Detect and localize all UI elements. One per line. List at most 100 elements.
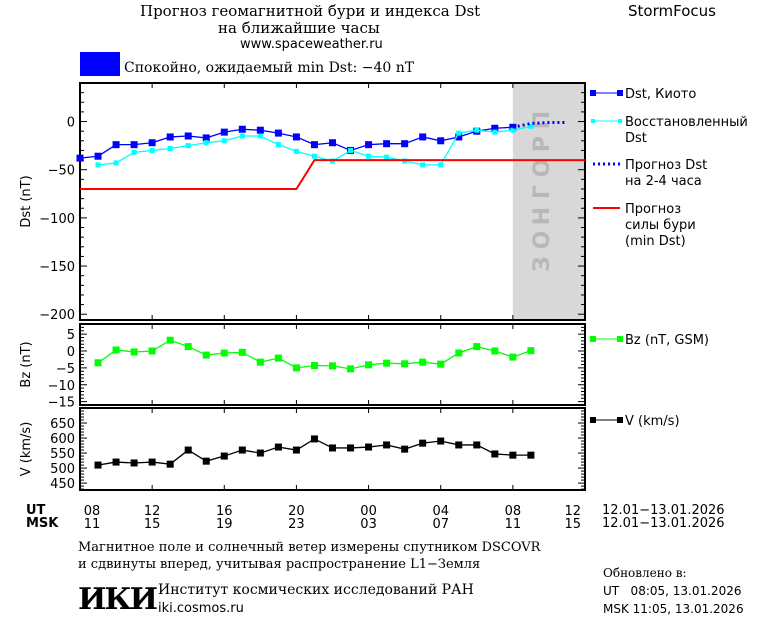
- msk-label: MSK: [26, 516, 59, 531]
- brand: StormFocus: [628, 2, 716, 20]
- legend-label: Прогноз: [625, 202, 681, 217]
- title-line1: Прогноз геомагнитной бури и индекса Dst: [140, 2, 481, 20]
- data-point: [329, 362, 336, 370]
- data-point: [149, 147, 155, 153]
- legend-item: Bz (nT, GSM): [590, 333, 709, 348]
- data-point: [510, 127, 516, 133]
- y-tick-label: 450: [50, 477, 75, 492]
- data-point: [203, 140, 209, 146]
- data-point: [438, 162, 444, 168]
- data-point: [348, 147, 354, 153]
- legend-marker: [617, 336, 623, 342]
- status-color-box: [80, 52, 120, 76]
- data-point: [383, 140, 391, 148]
- msk-tick-label: 03: [360, 517, 377, 532]
- title-line2: на ближайшие часы: [218, 19, 380, 37]
- y-tick-label: 0: [67, 345, 75, 360]
- data-point: [292, 446, 300, 454]
- institute-name: Институт космических исследований РАН: [158, 582, 474, 598]
- msk-tick-label: 07: [432, 517, 449, 532]
- forecast-zone-letter: Н: [530, 207, 555, 225]
- legend-marker: [618, 119, 622, 123]
- ut-tick-label: 04: [432, 504, 449, 519]
- data-point: [221, 138, 227, 144]
- panel-frame: [79, 82, 586, 321]
- y-axis-label: Dst (nT): [19, 175, 34, 227]
- msk-tick-label: 15: [564, 517, 581, 532]
- data-point: [202, 457, 210, 465]
- data-point: [365, 443, 373, 451]
- series-line: [80, 159, 585, 190]
- institute-site[interactable]: iki.cosmos.ru: [158, 601, 244, 616]
- forecast-zone-letter: Р: [530, 136, 555, 152]
- data-point: [202, 351, 210, 359]
- y-tick-label: −50: [48, 164, 75, 179]
- data-point: [220, 128, 228, 136]
- y-axis-label: Bz (nT): [19, 341, 34, 387]
- data-point: [310, 435, 318, 443]
- data-point: [256, 126, 264, 134]
- data-point: [112, 141, 120, 149]
- data-point: [437, 360, 445, 368]
- data-point: [274, 354, 282, 362]
- legend-label: Восстановленный: [625, 115, 748, 130]
- data-point: [419, 133, 427, 141]
- data-point: [167, 146, 173, 152]
- data-point: [310, 141, 318, 149]
- data-point: [437, 137, 445, 145]
- forecast-zone-letter: П: [530, 111, 555, 129]
- data-point: [401, 445, 409, 453]
- data-point: [166, 460, 174, 468]
- y-tick-label: −5: [56, 362, 75, 377]
- legend-item: Dst, Киото: [590, 87, 696, 102]
- legend-label: силы бури: [625, 218, 696, 233]
- data-point: [94, 461, 102, 469]
- data-point: [420, 162, 426, 168]
- data-point: [130, 459, 138, 467]
- data-point: [527, 451, 535, 459]
- legend-label: Dst, Киото: [625, 87, 696, 102]
- data-point: [509, 451, 517, 459]
- msk-tick-label: 15: [144, 517, 161, 532]
- data-point: [347, 444, 355, 452]
- data-point: [419, 358, 427, 366]
- forecast-zone-letter: О: [530, 231, 555, 250]
- forecast-zone-letter: З: [530, 256, 555, 272]
- data-point: [238, 125, 246, 133]
- msk-tick-label: 11: [84, 517, 101, 532]
- data-point: [401, 140, 409, 148]
- data-point: [220, 349, 228, 357]
- forecast-zone-letter: О: [530, 159, 555, 178]
- data-point: [311, 153, 317, 159]
- y-tick-label: 550: [50, 447, 75, 462]
- data-point: [238, 348, 246, 356]
- panel-frame: [79, 407, 586, 491]
- data-point: [292, 133, 300, 141]
- y-tick-label: −100: [39, 212, 75, 227]
- data-point: [365, 141, 373, 149]
- y-axis-label: V (km/s): [19, 422, 34, 477]
- y-tick-label: −150: [39, 260, 75, 275]
- data-point: [220, 452, 228, 460]
- data-point: [130, 348, 138, 356]
- data-point: [256, 449, 264, 457]
- updated-label: Обновлено в:: [603, 566, 687, 580]
- forecast-zone-letter: Г: [530, 185, 555, 199]
- data-point: [76, 154, 84, 162]
- note-line1: Магнитное поле и солнечный ветер измерен…: [78, 540, 541, 555]
- data-point: [94, 359, 102, 367]
- data-point: [239, 133, 245, 139]
- data-point: [473, 441, 481, 449]
- data-point: [509, 353, 517, 361]
- site-link[interactable]: www.spaceweather.ru: [240, 37, 383, 52]
- data-point: [185, 143, 191, 149]
- data-point: [455, 133, 463, 141]
- data-point: [528, 123, 534, 129]
- y-tick-label: 650: [50, 417, 75, 432]
- iki-logo: ИКИ: [78, 582, 158, 617]
